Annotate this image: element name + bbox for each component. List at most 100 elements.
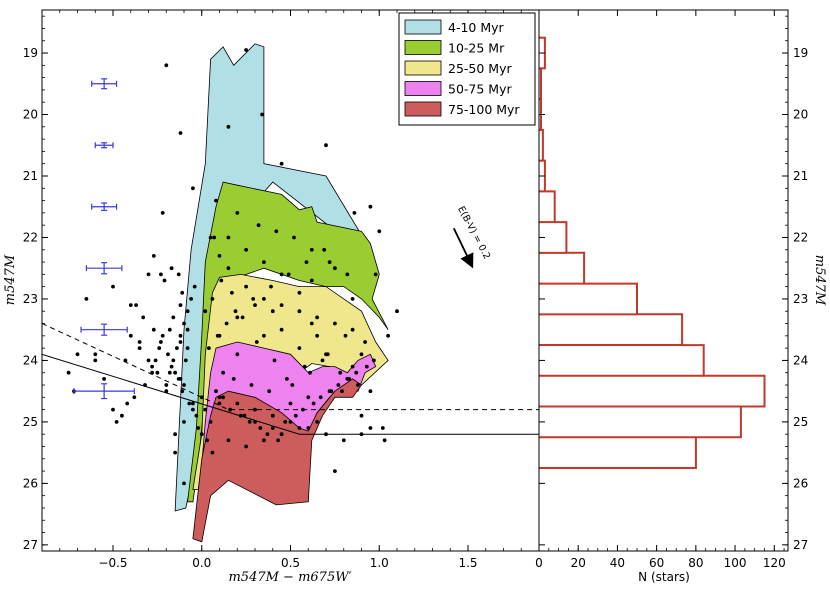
reddening-arrow bbox=[452, 227, 474, 269]
star-point bbox=[254, 340, 259, 344]
x-tick-label: 1.0 bbox=[370, 556, 389, 570]
star-point bbox=[364, 364, 369, 369]
left-y-axis-label: m547M bbox=[3, 254, 18, 305]
isochrone-regions bbox=[174, 43, 389, 543]
star-point bbox=[363, 340, 367, 344]
star-point bbox=[189, 297, 194, 301]
x-tick-label: 20 bbox=[571, 556, 586, 570]
star-point bbox=[84, 297, 89, 301]
region-75-100-myr bbox=[192, 378, 363, 543]
luminosity-function-panel: 0 20 40 60 80 100 120 19 20 21 22 23 24 25 26 27 N (sta… bbox=[535, 9, 827, 584]
star-point bbox=[279, 432, 284, 437]
star-point bbox=[169, 364, 174, 369]
y-tick-label: 22 bbox=[23, 230, 38, 244]
star-point bbox=[297, 309, 302, 314]
legend-swatch bbox=[404, 40, 442, 55]
star-point bbox=[173, 450, 178, 455]
star-point bbox=[141, 315, 146, 320]
legend-swatch bbox=[404, 101, 442, 117]
star-point bbox=[285, 377, 289, 381]
star-point bbox=[350, 297, 355, 301]
star-point bbox=[297, 290, 302, 295]
star-point bbox=[311, 401, 316, 406]
error-bar bbox=[80, 323, 128, 336]
star-point bbox=[185, 346, 190, 350]
star-point bbox=[235, 211, 240, 215]
star-point bbox=[258, 426, 263, 430]
star-point bbox=[235, 352, 240, 357]
legend: 4-10 Myr 10-25 Mr 25-50 Myr 50-75 Myr 75-100… bbox=[398, 12, 536, 126]
y-tick-label: 20 bbox=[793, 108, 808, 122]
x-tick-label: 0 bbox=[535, 556, 543, 570]
star-point bbox=[192, 284, 197, 289]
star-point bbox=[276, 438, 280, 443]
x-tick-label: −0.5 bbox=[98, 556, 127, 570]
star-point bbox=[194, 413, 199, 418]
star-point bbox=[297, 426, 302, 430]
star-point bbox=[137, 340, 142, 344]
star-point bbox=[318, 395, 323, 400]
error-bar bbox=[91, 202, 118, 212]
star-point bbox=[178, 333, 183, 338]
star-point bbox=[270, 413, 275, 418]
star-point bbox=[185, 309, 190, 314]
star-point bbox=[167, 370, 172, 375]
star-point bbox=[187, 401, 192, 406]
star-point bbox=[262, 297, 266, 301]
star-point bbox=[308, 370, 312, 375]
star-point bbox=[306, 395, 311, 400]
star-point bbox=[309, 247, 314, 252]
star-point bbox=[269, 284, 273, 289]
histogram-bars bbox=[538, 36, 766, 470]
y-tick-label: 21 bbox=[793, 169, 808, 183]
star-point bbox=[157, 346, 162, 350]
star-point bbox=[324, 143, 328, 148]
star-point bbox=[182, 321, 186, 326]
star-point bbox=[279, 272, 284, 277]
star-point bbox=[354, 370, 359, 375]
legend-swatch bbox=[404, 60, 442, 76]
star-point bbox=[320, 358, 325, 363]
star-point bbox=[120, 413, 124, 418]
star-point bbox=[333, 321, 337, 326]
star-point bbox=[345, 272, 350, 277]
star-point bbox=[338, 370, 343, 375]
error-bar bbox=[94, 142, 114, 149]
star-point bbox=[386, 333, 390, 338]
star-point bbox=[160, 333, 165, 338]
star-point bbox=[159, 340, 163, 344]
star-point bbox=[253, 303, 257, 307]
star-point bbox=[315, 420, 319, 424]
x-tick-label: 60 bbox=[649, 556, 664, 570]
star-point bbox=[304, 260, 309, 264]
completeness-lines bbox=[42, 323, 539, 435]
star-point bbox=[178, 303, 183, 307]
star-point bbox=[288, 420, 293, 424]
x-tick-label: 0.0 bbox=[192, 556, 211, 570]
star-point bbox=[244, 48, 249, 52]
star-point bbox=[341, 438, 346, 443]
star-point bbox=[224, 321, 229, 326]
star-point bbox=[196, 426, 201, 430]
star-point bbox=[262, 438, 266, 443]
star-point bbox=[208, 420, 213, 424]
star-point bbox=[290, 383, 295, 387]
right-axes: 0 20 40 60 80 100 120 19 20 21 22 23 24 25 26 27 bbox=[535, 10, 808, 570]
star-point bbox=[286, 272, 291, 277]
star-point bbox=[350, 364, 355, 369]
star-point bbox=[199, 395, 204, 400]
star-point bbox=[372, 358, 376, 363]
solid-limit-line bbox=[42, 353, 539, 435]
star-point bbox=[235, 315, 240, 320]
star-point bbox=[380, 426, 385, 430]
star-point bbox=[159, 272, 163, 277]
error-bar bbox=[91, 78, 118, 90]
x-tick-label: 120 bbox=[763, 556, 786, 570]
legend-label: 25-50 Myr bbox=[448, 61, 512, 76]
star-point bbox=[146, 272, 151, 277]
star-point bbox=[125, 401, 130, 406]
star-point bbox=[146, 358, 151, 363]
star-point bbox=[350, 327, 355, 332]
star-point bbox=[359, 352, 364, 357]
star-point bbox=[251, 297, 256, 301]
